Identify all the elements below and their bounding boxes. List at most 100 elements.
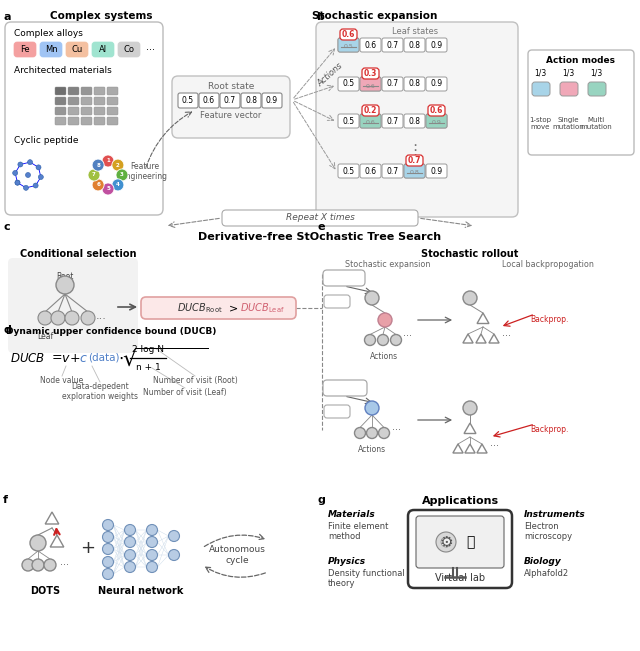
Text: 6: 6 xyxy=(96,182,100,187)
Circle shape xyxy=(125,536,136,547)
FancyBboxPatch shape xyxy=(178,93,198,108)
FancyBboxPatch shape xyxy=(382,164,403,178)
Text: 0.5: 0.5 xyxy=(342,79,355,89)
Text: $c$: $c$ xyxy=(79,352,88,365)
Text: Action modes: Action modes xyxy=(547,56,616,65)
FancyBboxPatch shape xyxy=(426,38,447,52)
FancyBboxPatch shape xyxy=(360,77,381,91)
Text: 0.5: 0.5 xyxy=(342,40,355,49)
Text: 0.5: 0.5 xyxy=(342,117,355,126)
FancyBboxPatch shape xyxy=(94,107,105,115)
Text: Feature
engineering: Feature engineering xyxy=(122,162,168,182)
Circle shape xyxy=(44,559,56,571)
Text: 0.3: 0.3 xyxy=(364,69,377,78)
FancyBboxPatch shape xyxy=(426,114,447,128)
FancyBboxPatch shape xyxy=(14,42,36,57)
FancyBboxPatch shape xyxy=(360,77,381,91)
Text: 0.7: 0.7 xyxy=(387,79,399,89)
Text: ⚙: ⚙ xyxy=(439,534,453,549)
Text: ···: ··· xyxy=(502,331,511,341)
FancyBboxPatch shape xyxy=(81,97,92,105)
Text: 0.6: 0.6 xyxy=(364,167,376,176)
Text: 0.9: 0.9 xyxy=(266,96,278,105)
Text: 0.6: 0.6 xyxy=(364,79,376,89)
FancyBboxPatch shape xyxy=(338,77,359,91)
Circle shape xyxy=(15,180,20,185)
Text: 0.7: 0.7 xyxy=(387,167,399,176)
Text: Actions: Actions xyxy=(358,445,386,454)
Text: 5: 5 xyxy=(106,186,110,191)
Text: Actions: Actions xyxy=(316,61,344,89)
Text: 1/3: 1/3 xyxy=(590,68,602,77)
FancyBboxPatch shape xyxy=(338,38,359,52)
Circle shape xyxy=(378,335,388,346)
Text: 0.7: 0.7 xyxy=(224,96,236,105)
Text: Physics: Physics xyxy=(328,557,366,566)
Text: ···: ··· xyxy=(392,425,401,435)
Text: ···: ··· xyxy=(403,331,412,341)
Text: No: No xyxy=(332,407,342,416)
Text: DOTS: DOTS xyxy=(30,586,60,596)
FancyBboxPatch shape xyxy=(55,87,66,95)
FancyBboxPatch shape xyxy=(68,87,79,95)
Text: 0.6: 0.6 xyxy=(365,83,376,89)
FancyBboxPatch shape xyxy=(55,117,66,125)
FancyBboxPatch shape xyxy=(55,107,66,115)
FancyBboxPatch shape xyxy=(382,38,403,52)
Circle shape xyxy=(168,531,179,542)
FancyBboxPatch shape xyxy=(324,295,350,308)
FancyBboxPatch shape xyxy=(528,50,634,155)
Circle shape xyxy=(36,165,41,170)
FancyBboxPatch shape xyxy=(362,68,379,79)
Text: 0.8: 0.8 xyxy=(408,167,420,176)
Text: 0.8: 0.8 xyxy=(408,40,420,49)
Text: Mn: Mn xyxy=(45,45,58,54)
FancyBboxPatch shape xyxy=(408,510,512,588)
Circle shape xyxy=(102,568,113,579)
Text: ···: ··· xyxy=(96,314,107,324)
Polygon shape xyxy=(50,535,64,547)
Text: New Root: New Root xyxy=(326,273,362,283)
Text: Stochastic expansion: Stochastic expansion xyxy=(312,11,438,21)
Text: Leaf states: Leaf states xyxy=(392,27,438,36)
Polygon shape xyxy=(477,444,487,453)
Text: Al: Al xyxy=(99,45,107,54)
Circle shape xyxy=(102,544,113,555)
FancyBboxPatch shape xyxy=(560,82,578,96)
Polygon shape xyxy=(476,334,486,343)
Text: Root state: Root state xyxy=(208,82,254,91)
FancyBboxPatch shape xyxy=(316,22,518,217)
Circle shape xyxy=(24,186,28,190)
FancyBboxPatch shape xyxy=(81,107,92,115)
Circle shape xyxy=(355,428,365,439)
FancyBboxPatch shape xyxy=(199,93,219,108)
Text: Biology: Biology xyxy=(524,557,562,566)
Circle shape xyxy=(116,169,128,181)
FancyBboxPatch shape xyxy=(107,107,118,115)
Circle shape xyxy=(102,519,113,531)
Text: 0.8: 0.8 xyxy=(410,171,419,176)
Circle shape xyxy=(38,311,52,325)
FancyBboxPatch shape xyxy=(426,77,447,91)
Text: Autonomous
cycle: Autonomous cycle xyxy=(209,546,266,564)
Text: 1: 1 xyxy=(106,158,110,163)
Circle shape xyxy=(28,159,33,165)
Text: Virtual lab: Virtual lab xyxy=(435,573,485,583)
Text: Complex alloys: Complex alloys xyxy=(14,29,83,38)
Polygon shape xyxy=(463,334,473,343)
Circle shape xyxy=(441,537,451,547)
Text: Leaf: Leaf xyxy=(37,332,53,341)
Circle shape xyxy=(18,162,23,167)
FancyBboxPatch shape xyxy=(241,93,261,108)
Circle shape xyxy=(147,562,157,572)
Text: Alphafold2: Alphafold2 xyxy=(524,569,569,578)
Text: 7: 7 xyxy=(92,173,96,178)
FancyBboxPatch shape xyxy=(94,117,105,125)
Text: c: c xyxy=(3,222,10,232)
Polygon shape xyxy=(45,512,59,524)
FancyBboxPatch shape xyxy=(55,97,66,105)
Text: 0.6: 0.6 xyxy=(364,40,376,49)
FancyBboxPatch shape xyxy=(323,380,367,396)
Circle shape xyxy=(33,183,38,188)
FancyBboxPatch shape xyxy=(338,38,359,52)
